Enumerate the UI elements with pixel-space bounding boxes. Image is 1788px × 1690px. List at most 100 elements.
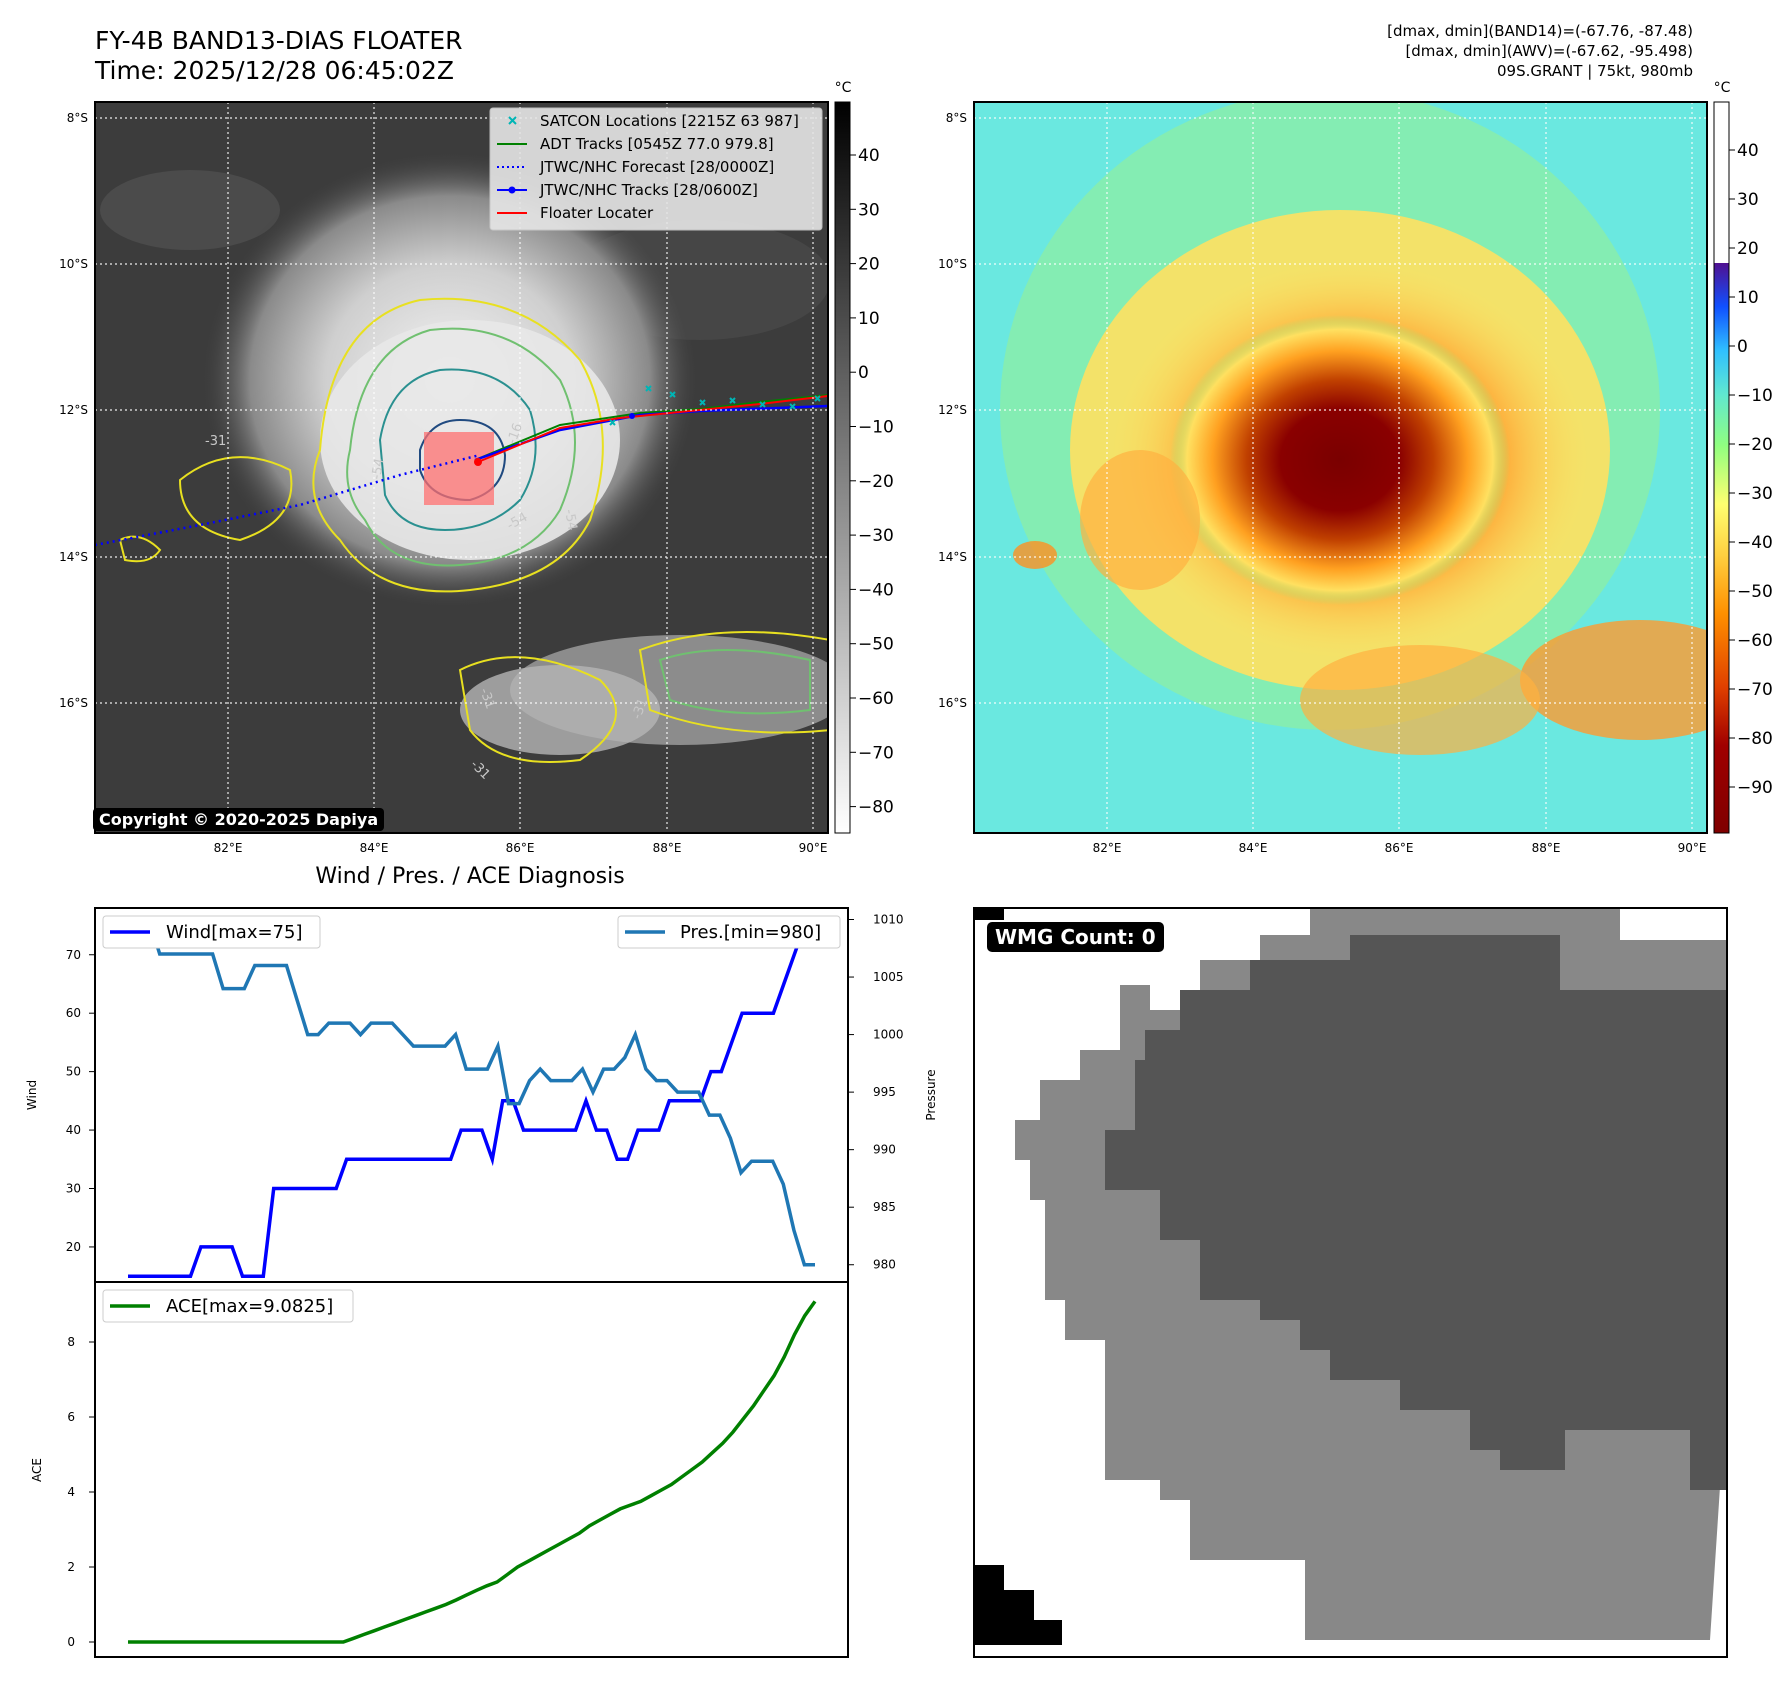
- pressure-series-line: [128, 917, 815, 1267]
- lat-label: 12°S: [938, 403, 967, 417]
- lon-label: 90°E: [1678, 841, 1707, 855]
- contour-label: -54: [561, 508, 579, 532]
- lon-label: 84°E: [360, 841, 389, 855]
- lon-label: 82°E: [214, 841, 243, 855]
- contour-line: [378, 368, 537, 532]
- ace-axis-label: ACE: [30, 1458, 44, 1482]
- copyright-badge: Copyright © 2020-2025 Dapiya: [93, 808, 385, 831]
- contour-label: -31: [476, 686, 497, 711]
- colorbar-tick-label: −60: [858, 689, 894, 709]
- ace-chart: 0 2 4 6 8 ACE ACE[max=9.0825]: [30, 1281, 849, 1658]
- map-legend: SATCON Locations [2215Z 63 987] ADT Trac…: [489, 107, 823, 231]
- legend-forecast: JTWC/NHC Forecast [28/0000Z]: [539, 158, 774, 176]
- contour-line: [312, 297, 604, 593]
- colorbar-tick-label: −40: [1737, 533, 1773, 553]
- contour-label: -16: [505, 421, 526, 446]
- wind-axis-label: Wind: [25, 1080, 39, 1110]
- ace-legend-label: ACE[max=9.0825]: [166, 1296, 333, 1317]
- colorbar-tick-label: −10: [858, 418, 894, 438]
- wmg-black-region: [974, 908, 1004, 920]
- wmg-panel: [973, 907, 1728, 1658]
- colorbar-tick-label: 30: [1737, 190, 1759, 210]
- rainband-color: [1300, 645, 1540, 755]
- tracks-legend-dot: [508, 186, 516, 194]
- lat-label: 14°S: [59, 550, 88, 564]
- colorbar-tick-label: −70: [1737, 680, 1773, 700]
- colorbar-tick-label: 40: [1737, 141, 1759, 161]
- ir-lat-labels: 8°S 10°S 12°S 14°S 16°S: [59, 111, 88, 710]
- colorbar-tick-label: −20: [1737, 435, 1773, 455]
- lon-label: 88°E: [1532, 841, 1561, 855]
- colorbar-tick-label: 0: [858, 363, 869, 383]
- colorbar-tick-label: 40: [858, 146, 880, 166]
- color-map-frame: [973, 101, 1708, 834]
- legend-tracks: JTWC/NHC Tracks [28/0600Z]: [539, 181, 758, 199]
- wind-legend-label: Wind[max=75]: [166, 922, 303, 943]
- colorbar-tick-label: −30: [1737, 484, 1773, 504]
- colorbar-tick-label: −70: [858, 743, 894, 763]
- rainband: [460, 665, 660, 755]
- ace-tick-label: 0: [67, 1635, 75, 1649]
- lon-label: 82°E: [1093, 841, 1122, 855]
- ir-lon-labels: 82°E 84°E 86°E 88°E 90°E: [214, 841, 828, 855]
- jtwc-point: [629, 413, 635, 419]
- info-awv: [dmax, dmin](AWV)=(-67.62, -95.498): [1405, 42, 1693, 60]
- colorbar-tick-label: −80: [1737, 729, 1773, 749]
- color-map-gridlines: [974, 102, 1707, 833]
- wmg-frame: [973, 907, 1728, 1658]
- pressure-legend-box: [617, 915, 841, 949]
- lon-label: 86°E: [1385, 841, 1414, 855]
- color-colorbar: °C 40 30 20 10 0 −10 −20 −30 −40 −50 −60 −70 −80 −90: [1713, 80, 1773, 834]
- diagnosis-title: Wind / Pres. / ACE Diagnosis: [315, 864, 625, 889]
- lat-label: 16°S: [59, 696, 88, 710]
- wmg-dark-region: [1105, 935, 1727, 1490]
- colorbar-tick-label: −20: [858, 472, 894, 492]
- wind-pressure-chart: 20 30 40 50 60 70 980 985 990 995 1000 1005 1010 Win…: [25, 907, 938, 1283]
- contour-line: [658, 649, 811, 715]
- contour-line: [638, 631, 828, 734]
- wind-series-line: [128, 923, 815, 1278]
- cloud-cell: [1013, 541, 1057, 569]
- legend-floater: Floater Locater: [540, 204, 654, 222]
- lat-label: 10°S: [938, 257, 967, 271]
- ace-legend-box: [102, 1289, 354, 1323]
- wind-tick-label: 50: [66, 1065, 81, 1079]
- color-lat-labels: 8°S 10°S 12°S 14°S 16°S: [938, 111, 967, 710]
- color-lon-labels: 82°E 84°E 86°E 88°E 90°E: [1093, 841, 1707, 855]
- lat-label: 10°S: [59, 257, 88, 271]
- pressure-tick-label: 980: [873, 1258, 896, 1272]
- colorbar-tick-label: 10: [1737, 288, 1759, 308]
- wmg-black-region: [974, 1565, 1004, 1645]
- floater-point: [474, 458, 482, 466]
- wind-legend-box: [102, 915, 321, 949]
- ace-legend: ACE[max=9.0825]: [102, 1289, 354, 1323]
- lat-label: 8°S: [67, 111, 88, 125]
- floater-box: [424, 432, 494, 505]
- contour-label: -54: [369, 457, 387, 481]
- legend-adt: ADT Tracks [0545Z 77.0 979.8]: [540, 135, 774, 153]
- colorbar-tick-label: 0: [1737, 337, 1748, 357]
- lat-label: 12°S: [59, 403, 88, 417]
- rainband-color: [1520, 620, 1707, 740]
- ace-tick-label: 8: [67, 1335, 75, 1349]
- pressure-tick-label: 1010: [873, 913, 904, 927]
- color-colorbar-ticks: 40 30 20 10 0 −10 −20 −30 −40 −50 −60 −70 −80 −90: [1729, 141, 1773, 798]
- colorbar-tick-label: −80: [858, 798, 894, 818]
- gray-colorbar: °C 40 30 20 10 0 −10 −20 −30 −40 −50 −60 −70 −80: [834, 80, 894, 834]
- gray-colorbar-ticks: 40 30 20 10 0 −10 −20 −30 −40 −50 −60 −70 −80: [850, 146, 894, 818]
- pressure-tick-label: 995: [873, 1085, 896, 1099]
- info-storm: 09S.GRANT | 75kt, 980mb: [1496, 62, 1693, 80]
- contour-label: -31: [205, 434, 226, 449]
- ir-map-frame: [94, 101, 829, 834]
- colorbar-tick-label: 20: [858, 255, 880, 275]
- wmg-black-region: [1034, 1620, 1062, 1645]
- lat-label: 14°S: [938, 550, 967, 564]
- lon-label: 86°E: [506, 841, 535, 855]
- ace-frame: [94, 1281, 849, 1658]
- colorbar-tick-label: −60: [1737, 631, 1773, 651]
- colorbar-tick-label: −50: [858, 635, 894, 655]
- wind-tick-label: 20: [66, 1240, 81, 1254]
- colorbar-tick-label: 10: [858, 309, 880, 329]
- pressure-tick-label: 1000: [873, 1028, 904, 1042]
- contour-label: -31: [630, 696, 651, 721]
